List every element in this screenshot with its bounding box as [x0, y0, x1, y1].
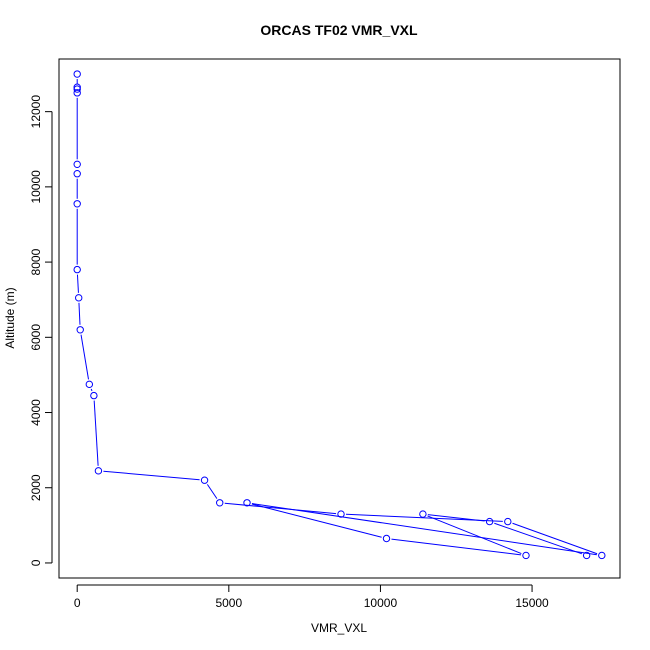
data-point [73, 265, 81, 274]
y-tick-label: 8000 [29, 248, 43, 275]
data-point [73, 89, 81, 97]
y-tick-label: 10000 [29, 170, 43, 204]
x-tick-label: 5000 [215, 596, 242, 610]
data-point [73, 83, 81, 91]
data-point [76, 326, 84, 334]
series-segment [93, 400, 99, 466]
y-tick-label: 4000 [29, 399, 43, 426]
y-axis-label: Altitude (m) [3, 287, 17, 348]
data-point [337, 510, 345, 518]
series-segment [512, 522, 598, 555]
data-point [522, 551, 530, 560]
chart-title: ORCAS TF02 VMR_VXL [260, 22, 418, 38]
series-segment [80, 334, 89, 380]
data-point [73, 85, 81, 93]
series-segment [78, 302, 81, 325]
data-point [419, 510, 427, 518]
data-point [504, 517, 512, 526]
y-tick-label: 2000 [29, 474, 43, 501]
series-segment [391, 538, 522, 556]
axes: 0 5000 10000 15000 0 2000 4000 6000 8000 10000 120… [29, 95, 549, 610]
series-segment [206, 484, 218, 499]
series-segment [251, 503, 597, 556]
series-segment [103, 470, 200, 481]
data-point [243, 499, 251, 507]
series-segment [90, 388, 93, 392]
data-point [73, 160, 81, 169]
y-tick-label: 12000 [29, 95, 43, 129]
series-segment [224, 502, 337, 515]
data-point [90, 391, 98, 400]
data-point [73, 70, 81, 78]
data-point [582, 551, 591, 560]
series-segment [76, 274, 79, 293]
x-tick-label: 15000 [515, 596, 549, 610]
series-layer [73, 70, 606, 560]
data-point [75, 294, 83, 302]
y-tick-label: 6000 [29, 324, 43, 351]
data-point [85, 380, 94, 389]
series-segment [427, 515, 522, 555]
plot-frame [58, 58, 621, 579]
data-point [216, 499, 224, 507]
data-point [382, 534, 391, 543]
x-tick-label: 10000 [364, 596, 398, 610]
data-point [73, 200, 81, 208]
series-segment [427, 514, 485, 522]
x-tick-label: 0 [74, 596, 81, 610]
data-point [73, 170, 81, 178]
data-point [598, 551, 606, 560]
data-point [94, 467, 103, 475]
y-tick-label: 0 [29, 559, 43, 566]
x-axis-label: VMR_VXL [311, 621, 367, 635]
series-segment [251, 503, 382, 538]
data-point [485, 517, 494, 526]
series-segment [494, 522, 583, 555]
data-point [200, 476, 209, 484]
